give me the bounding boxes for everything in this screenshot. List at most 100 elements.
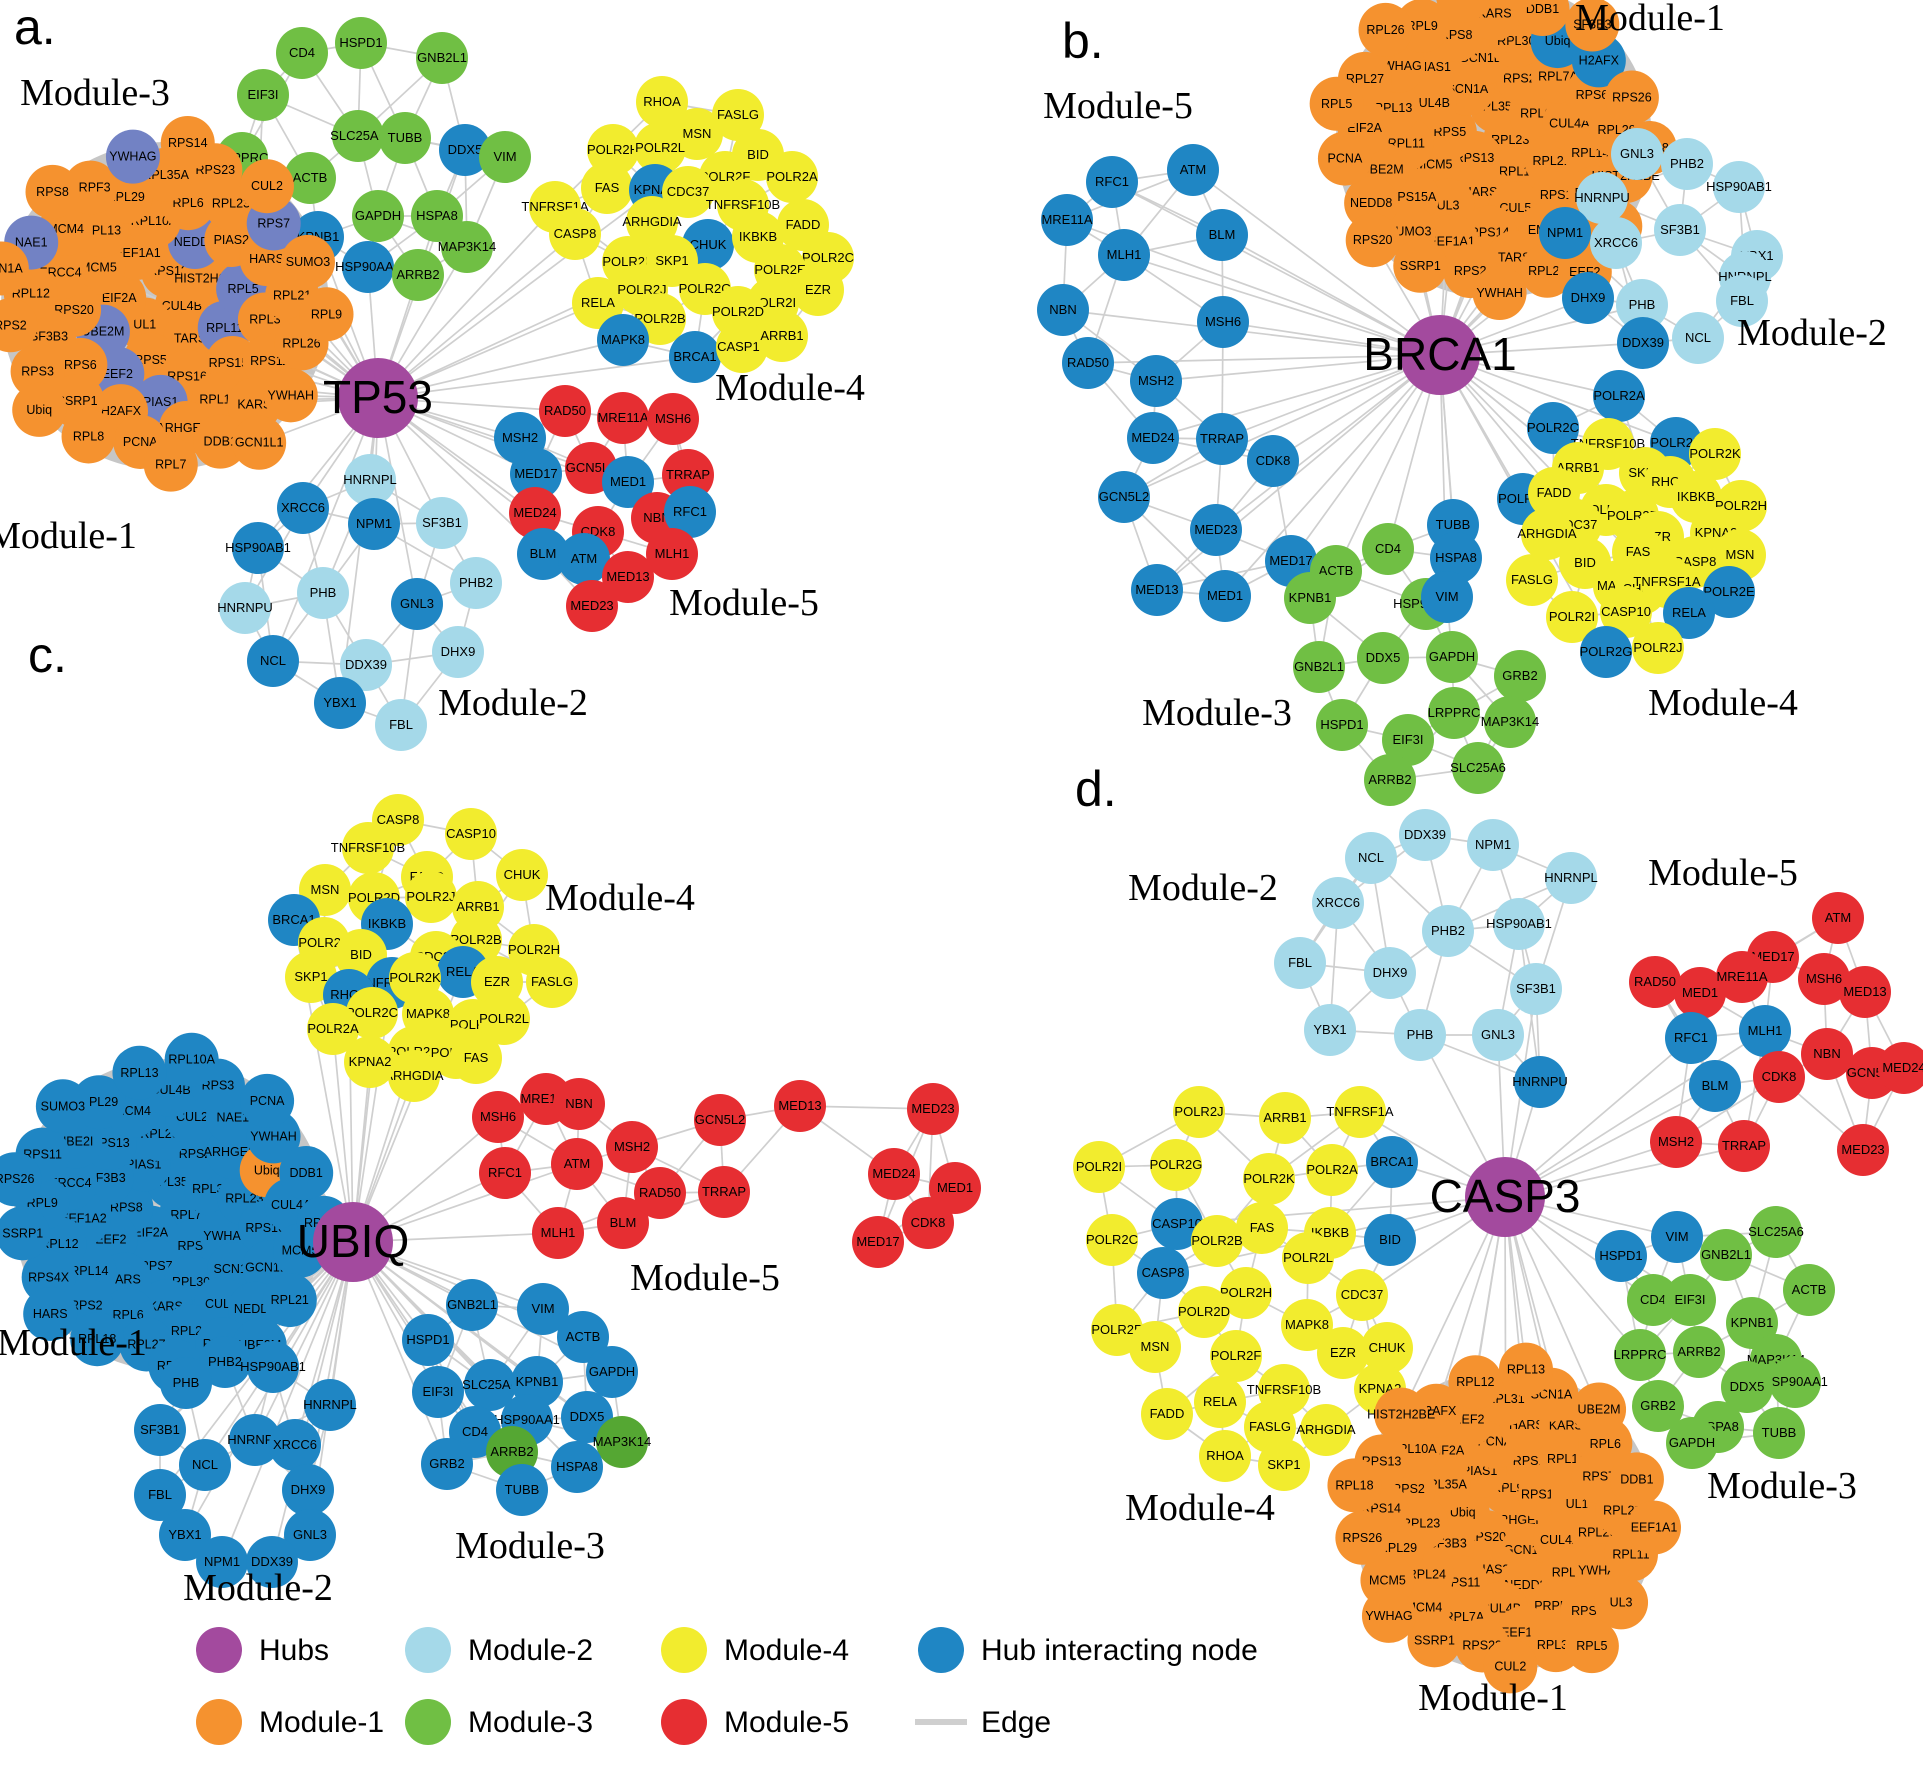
node-POLR2A[interactable]: POLR2A [766, 151, 818, 203]
node-PCNA[interactable]: PCNA [240, 1073, 295, 1128]
node-circle-SLC25A6[interactable] [332, 110, 384, 162]
node-circle-XRCC6[interactable] [1590, 217, 1642, 269]
node-BID[interactable]: BID [1364, 1214, 1416, 1266]
node-circle-MAP3K14[interactable] [1484, 696, 1536, 748]
node-ATM[interactable]: ATM [1167, 144, 1219, 196]
node-circle-DDX39[interactable] [340, 639, 392, 691]
node-NBN[interactable]: NBN [1801, 1028, 1853, 1080]
node-circle-MRE11A[interactable] [1716, 951, 1768, 1003]
node-circle-TNFRSF10B[interactable] [342, 822, 394, 874]
node-circle-RPL18[interactable] [70, 1312, 125, 1367]
node-VIM[interactable]: VIM [517, 1283, 569, 1335]
node-ARRB1[interactable]: ARRB1 [756, 310, 808, 362]
node-SLC25A6[interactable]: SLC25A6 [1748, 1206, 1804, 1258]
node-DDX5[interactable]: DDX5 [1357, 632, 1409, 684]
node-BLM[interactable]: BLM [517, 528, 569, 580]
node-CASP10[interactable]: CASP10 [1600, 586, 1652, 638]
node-circle-TUBB[interactable] [379, 112, 431, 164]
node-CDC37[interactable]: CDC37 [662, 166, 714, 218]
node-circle-HIST2H2BE[interactable] [1374, 1387, 1429, 1442]
node-circle-SSRP1[interactable] [1407, 1613, 1462, 1668]
node-RFC1[interactable]: RFC1 [479, 1147, 531, 1199]
node-RPS26[interactable]: RPS26 [1604, 70, 1659, 125]
node-POLR2E[interactable]: POLR2E [1703, 566, 1755, 618]
node-circle-MED23[interactable] [1190, 504, 1242, 556]
node-RPL5[interactable]: RPL5 [1309, 76, 1364, 131]
node-circle-CDK8[interactable] [1753, 1051, 1805, 1103]
node-circle-POLR2J[interactable] [1632, 622, 1684, 674]
node-MED24[interactable]: MED24 [868, 1148, 920, 1200]
node-MED13[interactable]: MED13 [774, 1080, 826, 1132]
node-circle-DHX9[interactable] [1364, 947, 1416, 999]
node-circle-MED1[interactable] [1199, 570, 1251, 622]
node-POLR2G[interactable]: POLR2G [1580, 626, 1633, 678]
node-circle-VIM[interactable] [517, 1283, 569, 1335]
node-CUL2[interactable]: CUL2 [1483, 1639, 1538, 1694]
node-circle-SCN1A[interactable] [0, 241, 29, 296]
node-MRE11A[interactable]: MRE11A [1716, 951, 1768, 1003]
node-circle-POLR2H[interactable] [1220, 1267, 1272, 1319]
node-MSH6[interactable]: MSH6 [1197, 296, 1249, 348]
node-circle-YWHAH[interactable] [263, 368, 318, 423]
node-FAS[interactable]: FAS [581, 162, 633, 214]
node-BRCA1[interactable]: BRCA1 [1366, 1136, 1418, 1188]
node-circle-DDB1[interactable] [279, 1146, 334, 1201]
node-circle-SF3B1[interactable] [1510, 963, 1562, 1015]
node-MRE11A[interactable]: MRE11A [597, 392, 649, 444]
node-circle-RPS3[interactable] [1489, 0, 1543, 10]
node-PHB2[interactable]: PHB2 [1661, 138, 1713, 190]
node-GRB2[interactable]: GRB2 [421, 1438, 473, 1490]
node-circle-MSN[interactable] [1129, 1321, 1181, 1373]
node-circle-TUBB[interactable] [1753, 1407, 1805, 1459]
node-HNRNPU[interactable]: HNRNPU [1574, 172, 1630, 224]
node-CDC37[interactable]: CDC37 [1336, 1269, 1388, 1321]
node-YBX1[interactable]: YBX1 [1304, 1004, 1356, 1056]
node-SSRP1[interactable]: SSRP1 [0, 1206, 50, 1261]
node-PHB[interactable]: PHB [297, 567, 349, 619]
node-HNRNPU[interactable]: HNRNPU [1512, 1056, 1568, 1108]
node-circle-ARHGDIA[interactable] [1521, 508, 1573, 560]
node-circle-RAD50[interactable] [539, 385, 591, 437]
node-GAPDH[interactable]: GAPDH [352, 190, 404, 242]
node-circle-POLR2I[interactable] [1546, 591, 1598, 643]
node-GNB2L1[interactable]: GNB2L1 [416, 32, 468, 84]
node-circle-DHX9[interactable] [282, 1464, 334, 1516]
hub-circle-CASP3[interactable] [1465, 1157, 1545, 1237]
node-circle-ARHGDIA[interactable] [388, 1050, 440, 1102]
node-RAD50[interactable]: RAD50 [1062, 337, 1114, 389]
node-circle-MSH6[interactable] [1197, 296, 1249, 348]
node-RELA[interactable]: RELA [572, 277, 624, 329]
node-CASP10[interactable]: CASP10 [445, 808, 497, 860]
node-CASP8[interactable]: CASP8 [549, 208, 601, 260]
node-circle-PCNA[interactable] [1317, 131, 1372, 186]
node-NPM1[interactable]: NPM1 [196, 1536, 248, 1588]
node-HSP90AA1[interactable]: HSP90AA1 [335, 241, 401, 293]
node-circle-MSH6[interactable] [1798, 953, 1850, 1005]
node-CASP8[interactable]: CASP8 [1137, 1247, 1189, 1299]
node-BLM[interactable]: BLM [1689, 1060, 1741, 1112]
node-SLC25A6[interactable]: SLC25A6 [330, 110, 386, 162]
node-FBL[interactable]: FBL [1716, 275, 1768, 327]
node-circle-CUL2[interactable] [239, 159, 294, 214]
node-circle-RPL8[interactable] [61, 409, 116, 464]
node-circle-YWHAH[interactable] [1472, 266, 1527, 321]
node-HSPD1[interactable]: HSPD1 [1595, 1230, 1647, 1282]
node-circle-ACTB[interactable] [1783, 1264, 1835, 1316]
node-circle-PHB2[interactable] [1422, 905, 1474, 957]
node-DHX9[interactable]: DHX9 [282, 1464, 334, 1516]
node-DDX39[interactable]: DDX39 [1617, 317, 1669, 369]
node-KPNB1[interactable]: KPNB1 [1284, 572, 1336, 624]
node-circle-RPS26[interactable] [1604, 70, 1659, 125]
hub-CASP3[interactable]: CASP3 [1430, 1157, 1581, 1237]
node-TUBB[interactable]: TUBB [1753, 1407, 1805, 1459]
node-circle-MSH6[interactable] [472, 1091, 524, 1143]
node-GRB2[interactable]: GRB2 [1632, 1380, 1684, 1432]
node-HSPD1[interactable]: HSPD1 [1316, 699, 1368, 751]
node-RPL5[interactable]: RPL5 [1564, 1619, 1619, 1674]
node-circle-MED17[interactable] [510, 448, 562, 500]
node-TNFRSF10B[interactable]: TNFRSF10B [331, 822, 405, 874]
node-circle-NPM1[interactable] [196, 1536, 248, 1588]
node-GCN5L2[interactable]: GCN5L2 [1098, 471, 1150, 523]
node-circle-RPL10A[interactable] [164, 1032, 219, 1087]
node-circle-GCN5L2[interactable] [694, 1094, 746, 1146]
